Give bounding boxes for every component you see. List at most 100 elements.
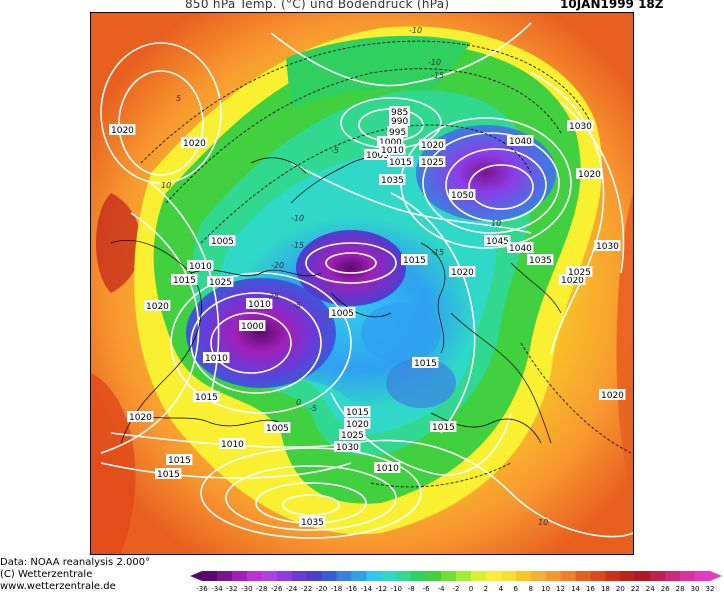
pressure-label-text: 1045 xyxy=(486,237,509,247)
pressure-label: 1000 xyxy=(239,320,266,332)
pressure-label-text: 1000 xyxy=(379,138,402,148)
pressure-label-text: 1030 xyxy=(336,443,359,453)
colorbar-tick-label: 22 xyxy=(631,585,640,593)
pressure-label-text: 1010 xyxy=(248,300,271,310)
pressure-label: 1025 xyxy=(419,156,446,168)
pressure-label: 1015 xyxy=(401,254,428,266)
colorbar-tick-label: -22 xyxy=(301,585,312,593)
colorbar-tick-label: -12 xyxy=(376,585,387,593)
pressure-label-text: 1025 xyxy=(568,268,591,278)
cold-core-arctic xyxy=(296,230,406,306)
colorbar-swatch xyxy=(321,571,337,581)
pressure-label: 1030 xyxy=(567,120,594,132)
colorbar-tick-label: 12 xyxy=(556,585,565,593)
pressure-label: 1015 xyxy=(412,357,439,369)
pressure-label: 1000 xyxy=(377,136,404,148)
pressure-label: 1025 xyxy=(207,276,234,288)
pressure-label-text: 1015 xyxy=(168,456,191,466)
pressure-label: 1010 xyxy=(246,298,273,310)
chart-title: 850 hPa Temp. (°C) und Bodendruck (hPa) xyxy=(185,0,450,11)
colorbar-tick-label: 0 xyxy=(469,585,473,593)
colorbar-tick-label: 6 xyxy=(514,585,519,593)
pressure-label: 1005 xyxy=(329,307,356,319)
pressure-label-text: 1015 xyxy=(414,359,437,369)
temperature-label: -10 xyxy=(291,214,304,223)
pressure-label-text: 985 xyxy=(391,108,408,118)
colorbar-tick-label: -28 xyxy=(256,585,267,593)
pressure-label-text: 1020 xyxy=(601,391,624,401)
pressure-label-text: 1010 xyxy=(189,262,212,272)
pressure-label: 1025 xyxy=(566,266,593,278)
pressure-label-text: 1020 xyxy=(421,141,444,151)
colorbar-tick-label: -24 xyxy=(286,585,298,593)
colorbar-tick-label: -32 xyxy=(226,585,237,593)
colorbar-swatch xyxy=(515,571,532,581)
colorbar-right-arrow xyxy=(710,571,722,581)
colorbar-tick-label: -14 xyxy=(361,585,373,593)
colorbar-tick-label: 20 xyxy=(616,585,625,593)
temperature-label: -15 xyxy=(431,248,444,257)
colorbar-tick-label: 24 xyxy=(646,585,655,593)
colorbar-tick-label: 28 xyxy=(676,585,685,593)
pressure-label: 1020 xyxy=(127,411,154,423)
footer-data-source: Data: NOAA reanalysis 2.000° xyxy=(0,557,151,568)
colorbar-swatch xyxy=(560,571,577,581)
colorbar-swatch xyxy=(545,571,562,581)
colorbar-swatch xyxy=(665,571,681,581)
pressure-label: 1015 xyxy=(430,421,457,433)
pressure-label-text: 1020 xyxy=(346,420,369,430)
pressure-label-text: 1020 xyxy=(183,139,206,149)
pressure-label: 1030 xyxy=(594,240,621,252)
pressure-label-text: 990 xyxy=(391,117,408,127)
temperature-label: -5 xyxy=(293,301,301,310)
pressure-label-text: 1020 xyxy=(561,276,584,286)
pressure-label-text: 1035 xyxy=(301,518,324,528)
temperature-label: 10 xyxy=(538,518,548,527)
pressure-label: 1020 xyxy=(144,300,171,312)
pressure-label: 1020 xyxy=(576,168,603,180)
date-stamp: 10JAN1999 18Z xyxy=(560,0,664,11)
colorbar-swatch xyxy=(680,571,696,581)
colorbar-swatch xyxy=(246,571,263,581)
colorbar-swatch xyxy=(441,571,457,581)
colorbar-swatch xyxy=(336,571,352,581)
temperature-label: -5 xyxy=(309,404,317,413)
pressure-label-text: 1035 xyxy=(381,176,404,186)
colorbar-tick-label: 26 xyxy=(661,585,670,593)
temperature-label: 10 xyxy=(491,219,501,228)
pressure-label: 995 xyxy=(387,126,408,138)
pressure-label: 1010 xyxy=(203,352,230,364)
pressure-label-text: 1020 xyxy=(146,302,169,312)
colorbar-canvas: -36 -34 -32 -30 -28 -26 -24 -22 -20 -18 -16 -14 -12-… xyxy=(190,571,722,593)
pressure-label: 1035 xyxy=(299,516,326,528)
pressure-label: 990 xyxy=(389,115,410,127)
pressure-label-text: 1015 xyxy=(432,423,455,433)
colorbar-tick-label: 4 xyxy=(499,585,504,593)
pressure-label-text: 1020 xyxy=(578,170,601,180)
pressure-label-text: 1015 xyxy=(346,408,369,418)
pressure-label: 1015 xyxy=(155,468,182,480)
colorbar-swatch xyxy=(485,571,502,581)
temperature-labels: -10 5 10 -10 -15 -15 -5 0 -5 -10 -15 -20 -25 10 -5 10 xyxy=(161,26,548,527)
colorbar-swatch xyxy=(366,571,382,581)
weather-map: 1020 1020 1005 1010 1015 1025 1020 1010 1000 1005… xyxy=(90,12,634,555)
colorbar-swatch xyxy=(635,571,651,581)
temperature-isotherms xyxy=(140,40,632,488)
pressure-label-text: 1020 xyxy=(451,268,474,278)
pressure-label-text: 1030 xyxy=(596,242,619,252)
colorbar-swatch xyxy=(605,571,621,581)
colorbar-tick-label: -2 xyxy=(453,585,460,593)
colorbar-swatch xyxy=(306,571,323,581)
colorbar-tick-label: -30 xyxy=(241,585,252,593)
pressure-label-text: 1015 xyxy=(195,393,218,403)
pressure-label: 1010 xyxy=(219,438,246,450)
pressure-label-text: 1005 xyxy=(331,309,354,319)
pressure-label-text: 1025 xyxy=(209,278,232,288)
pressure-label-text: 1010 xyxy=(376,464,399,474)
temperature-label: -25 xyxy=(266,292,279,301)
pressure-label: 1050 xyxy=(449,189,476,201)
pressure-label-text: 1040 xyxy=(509,137,532,147)
pressure-label: 1040 xyxy=(507,242,534,254)
